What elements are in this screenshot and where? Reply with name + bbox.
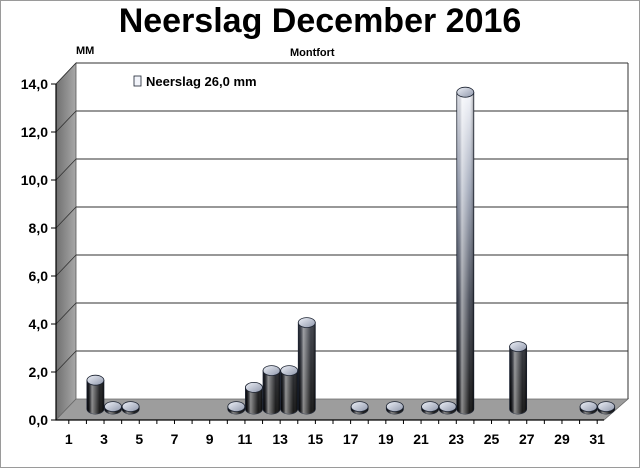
y-tick-label: 4,0: [29, 316, 49, 332]
bar-shading: [456, 92, 474, 414]
station-label: Montfort: [290, 47, 335, 59]
legend-label: Neerslag 26,0 mm: [146, 74, 257, 89]
bar-cap: [245, 381, 263, 393]
bar-cap: [350, 401, 369, 413]
unit-label: MM: [76, 45, 95, 57]
bar-shading: [280, 370, 298, 414]
bar-cap: [280, 365, 299, 377]
bar-cap: [121, 401, 140, 413]
wall-gridline: [55, 158, 77, 181]
x-tick-label: 11: [238, 431, 253, 447]
bar-cap: [579, 401, 598, 413]
bar-cap: [104, 401, 122, 413]
x-tick-label: 13: [272, 431, 288, 447]
bar-shading: [263, 370, 281, 414]
bar-cap: [456, 86, 475, 98]
x-tick-label: 5: [135, 431, 143, 447]
x-tick-label: 9: [206, 431, 214, 447]
bar-cap: [262, 365, 281, 377]
x-tick-label: 25: [484, 431, 500, 447]
wall-gridline: [55, 62, 77, 85]
bar-cap: [597, 401, 616, 413]
x-tick-label: 23: [449, 431, 465, 447]
x-tick-label: 7: [171, 431, 179, 447]
wall-gridline: [55, 206, 77, 229]
x-tick-label: 1: [65, 431, 73, 447]
bar-cap: [509, 341, 528, 353]
bar-cap: [385, 401, 404, 413]
y-tick-label: 10,0: [21, 172, 48, 188]
wall-gridline: [55, 350, 77, 373]
bar-cap: [438, 401, 457, 413]
bar-cap: [421, 401, 439, 413]
bar-cap: [297, 317, 316, 329]
x-tick-label: 27: [519, 431, 535, 447]
legend-swatch: [133, 75, 142, 87]
x-tick-label: 21: [413, 431, 429, 447]
x-tick-label: 3: [100, 431, 108, 447]
x-tick-label: 19: [378, 431, 394, 447]
bar-shading: [86, 380, 104, 414]
x-tick-label: 29: [554, 431, 570, 447]
y-tick-label: 12,0: [21, 124, 48, 140]
y-tick-label: 2,0: [29, 364, 49, 380]
bar-shading: [509, 346, 527, 414]
x-tick-label: 17: [343, 431, 359, 447]
y-tick-label: 0,0: [29, 412, 49, 428]
bar-shading: [245, 387, 263, 414]
wall-gridline: [55, 254, 77, 277]
floor: [55, 398, 630, 421]
bar-cap: [227, 401, 246, 413]
y-tick-label: 8,0: [29, 220, 49, 236]
wall-gridline: [55, 302, 77, 325]
bar-shading: [298, 322, 316, 414]
chart-title: Neerslag December 2016: [118, 2, 522, 40]
wall-gridline: [55, 110, 77, 133]
y-tick-label: 6,0: [29, 268, 49, 284]
bar-cap: [86, 374, 105, 386]
x-tick-label: 31: [589, 431, 605, 447]
side-wall: [55, 62, 77, 421]
y-tick-label: 14,0: [21, 76, 48, 92]
x-tick-label: 15: [308, 431, 324, 447]
